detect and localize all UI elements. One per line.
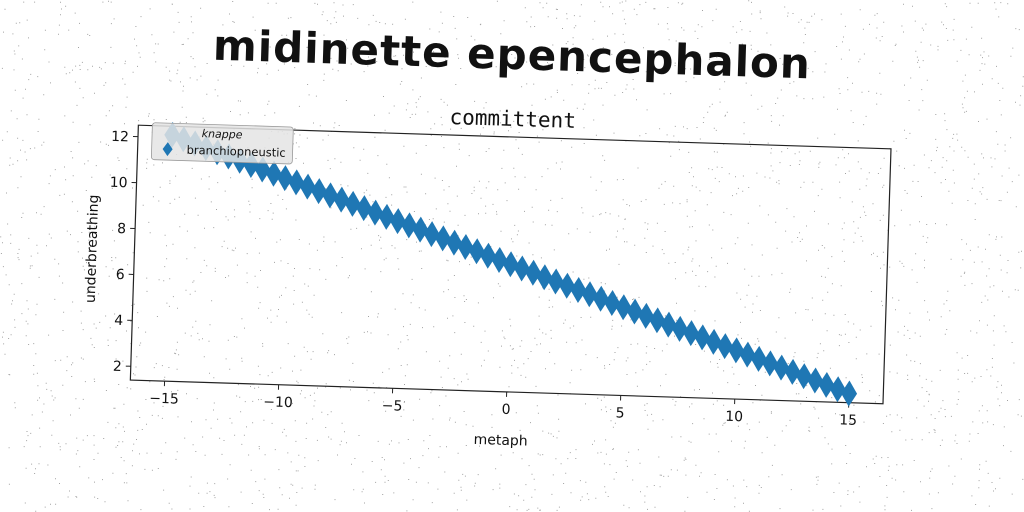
scatter-point — [288, 169, 305, 196]
legend-box — [150, 122, 294, 165]
scatter-point — [683, 320, 700, 347]
scatter-point — [728, 337, 745, 364]
scatter-point — [389, 208, 406, 235]
scatter-point — [277, 165, 294, 192]
scatter-point — [401, 212, 418, 239]
x-tick-label: 5 — [615, 405, 624, 421]
scatter-point — [446, 229, 463, 256]
scatter-point — [525, 259, 542, 286]
scatter-point — [378, 203, 395, 230]
scatter-point — [423, 221, 440, 248]
scatter-point — [716, 333, 733, 360]
scatter-point — [615, 294, 632, 321]
scatter-point — [310, 178, 327, 205]
scatter-point — [581, 281, 598, 308]
scatter-point — [344, 190, 361, 217]
legend-title: knappe — [202, 127, 243, 141]
scatter-point — [795, 363, 812, 390]
legend-marker-diamond — [162, 142, 173, 157]
legend-entry-label: branchiopneustic — [186, 143, 286, 160]
scatter-point — [570, 277, 587, 304]
scatter-point — [829, 376, 846, 403]
axis-ticks: −15 −10 −5 0 5 10 15 2 4 6 8 10 12 — [109, 129, 857, 429]
chart-title: committent — [449, 105, 576, 133]
scatter-point — [626, 298, 643, 325]
scatter-point — [705, 328, 722, 355]
scatter-point — [739, 341, 756, 368]
scatter-point — [784, 358, 801, 385]
scatter-point — [762, 350, 779, 377]
scatter-point — [536, 264, 553, 291]
scatter-point — [367, 199, 384, 226]
x-tick-label: 10 — [725, 409, 743, 426]
scatter-point — [694, 324, 711, 351]
scatter-point — [513, 255, 530, 282]
y-tick-label: 6 — [115, 267, 124, 283]
y-tick-label: 2 — [113, 359, 122, 375]
scatter-point — [491, 246, 508, 273]
x-tick-label: 15 — [839, 412, 857, 429]
x-axis-label: metaph — [473, 432, 528, 450]
x-tick-label: −15 — [149, 391, 179, 408]
scatter-point — [480, 242, 497, 269]
scatter-point — [660, 311, 677, 338]
scatter-point — [356, 195, 373, 222]
x-tick-label: 0 — [501, 402, 510, 418]
legend: knappe branchiopneustic — [150, 122, 294, 165]
scatter-point — [333, 186, 350, 213]
y-axis-label: underbreathing — [83, 194, 102, 303]
scatter-point — [435, 225, 451, 252]
scatter-point — [299, 173, 316, 200]
scatter-point — [638, 302, 655, 329]
scatter-point — [649, 307, 666, 334]
scatter-point — [750, 345, 767, 372]
x-tick-label: −10 — [263, 394, 293, 411]
x-tick-label: −5 — [382, 398, 403, 415]
scatter-point — [457, 233, 474, 260]
scatter-point — [671, 315, 688, 342]
scatter-point — [412, 216, 429, 243]
scatter-point — [265, 160, 282, 187]
scatter-point — [773, 354, 790, 381]
y-tick-label: 12 — [111, 129, 129, 146]
scatter-point — [547, 268, 564, 295]
scatter-point — [592, 285, 609, 312]
y-tick-label: 4 — [114, 313, 123, 329]
scatter-point — [807, 367, 824, 394]
scatter-point — [818, 371, 835, 398]
y-tick-label: 8 — [117, 221, 126, 237]
scatter-point — [468, 238, 485, 265]
scatter-point — [322, 182, 339, 209]
scatter-point — [502, 251, 519, 278]
y-tick-label: 10 — [109, 175, 127, 192]
scatter-point — [841, 380, 858, 407]
scatter-point — [604, 290, 621, 317]
data-points — [164, 121, 858, 407]
scatter-point — [559, 272, 576, 299]
